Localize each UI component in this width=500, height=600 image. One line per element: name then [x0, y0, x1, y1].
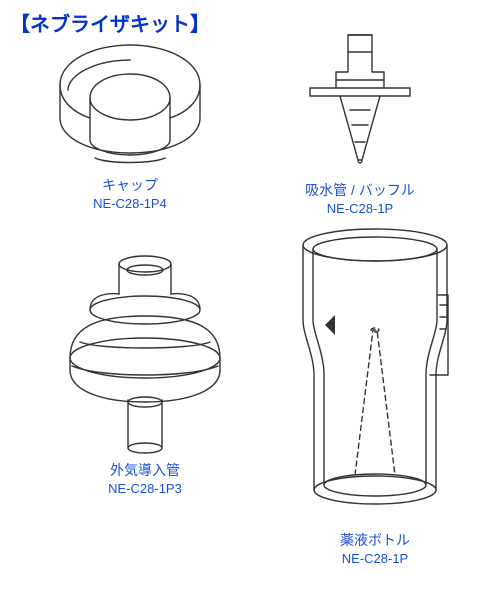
part-baffle: 吸水管 / バッフル NE-C28-1P — [300, 30, 420, 217]
part-inlet: 外気導入管 NE-C28-1P3 — [50, 250, 240, 497]
part-bottle: 薬液ボトル NE-C28-1P — [280, 225, 470, 567]
baffle-code: NE-C28-1P — [300, 201, 420, 218]
bottle-illustration — [280, 225, 470, 525]
baffle-label: 吸水管 / バッフル — [300, 181, 420, 201]
bottle-label: 薬液ボトル — [280, 531, 470, 551]
inlet-illustration — [50, 250, 240, 455]
kit-title: 【ネブライザキット】 — [10, 8, 210, 37]
bottle-code: NE-C28-1P — [280, 551, 470, 568]
inlet-label: 外気導入管 — [50, 461, 240, 481]
cap-code: NE-C28-1P4 — [40, 196, 220, 213]
cap-label: キャップ — [40, 176, 220, 196]
part-cap: キャップ NE-C28-1P4 — [40, 40, 220, 212]
inlet-code: NE-C28-1P3 — [50, 481, 240, 498]
baffle-illustration — [300, 30, 420, 175]
cap-illustration — [40, 40, 220, 170]
